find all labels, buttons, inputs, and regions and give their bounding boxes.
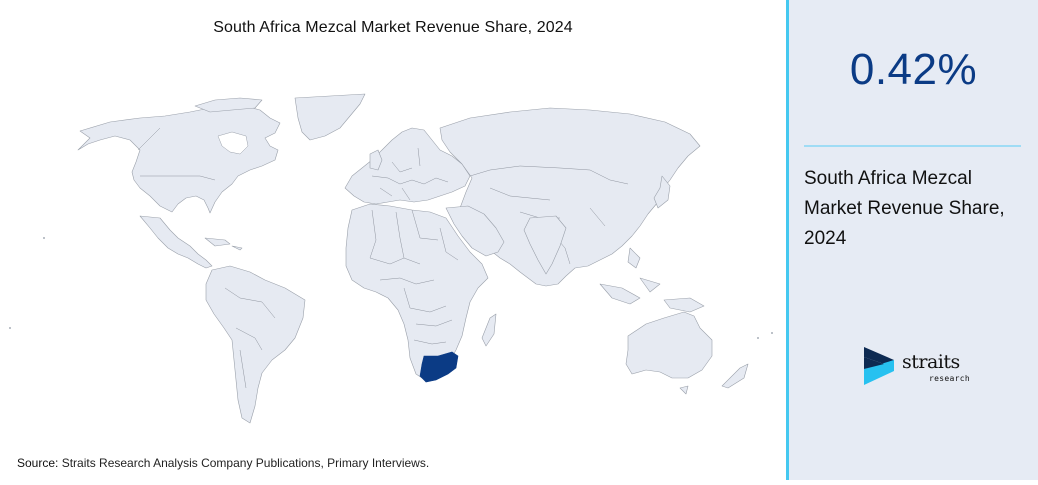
straits-chevron-logo-icon <box>864 347 894 385</box>
caribbean-islands <box>204 237 243 251</box>
australia-landmass <box>625 311 713 379</box>
kpi-label: South Africa Mezcal Market Revenue Share… <box>804 168 1005 249</box>
british-isles <box>369 149 383 171</box>
central-america-landmass <box>139 215 213 269</box>
pacific-islands-dot <box>9 327 11 329</box>
pacific-islands-dot <box>771 332 773 334</box>
tasmania-landmass <box>679 385 689 395</box>
south-africa-highlight[interactable] <box>419 351 459 383</box>
straits-research-logo: straits research <box>864 347 974 387</box>
japan-landmass <box>653 175 671 209</box>
hudson-bay <box>217 131 249 155</box>
pacific-islands-dot <box>43 237 45 239</box>
kpi-divider <box>804 145 1021 147</box>
kpi-value: 0.42% <box>849 45 978 94</box>
world-map <box>0 88 786 433</box>
chart-title: South Africa Mezcal Market Revenue Share… <box>213 19 573 36</box>
pacific-islands-dot <box>757 337 759 339</box>
source-note: Source: Straits Research Analysis Compan… <box>17 456 429 470</box>
source-text: Straits Research Analysis Company Public… <box>58 456 430 470</box>
logo-subtext: research <box>929 374 970 383</box>
kpi-side-panel: 0.42% South Africa Mezcal Market Revenue… <box>786 0 1038 485</box>
chart-area: South Africa Mezcal Market Revenue Share… <box>0 19 786 470</box>
india-landmass <box>523 215 567 275</box>
south-america-borders <box>224 287 276 389</box>
us-canada-border <box>140 175 216 181</box>
south-america-landmass <box>205 265 306 424</box>
source-label: Source: <box>17 456 59 470</box>
africa-borders <box>369 209 459 345</box>
new-zealand-landmass <box>721 363 749 389</box>
alaska-border <box>137 127 161 151</box>
north-america-landmass <box>77 102 281 214</box>
greenland-landmass <box>294 93 366 141</box>
bottom-strip <box>786 480 1038 485</box>
europe-borders <box>371 147 449 201</box>
middle-east-landmass <box>445 205 505 257</box>
arctic-islands <box>194 97 263 113</box>
southeast-asia-islands <box>599 247 705 313</box>
logo-wordmark: straits <box>902 351 960 373</box>
madagascar-landmass <box>481 313 497 347</box>
